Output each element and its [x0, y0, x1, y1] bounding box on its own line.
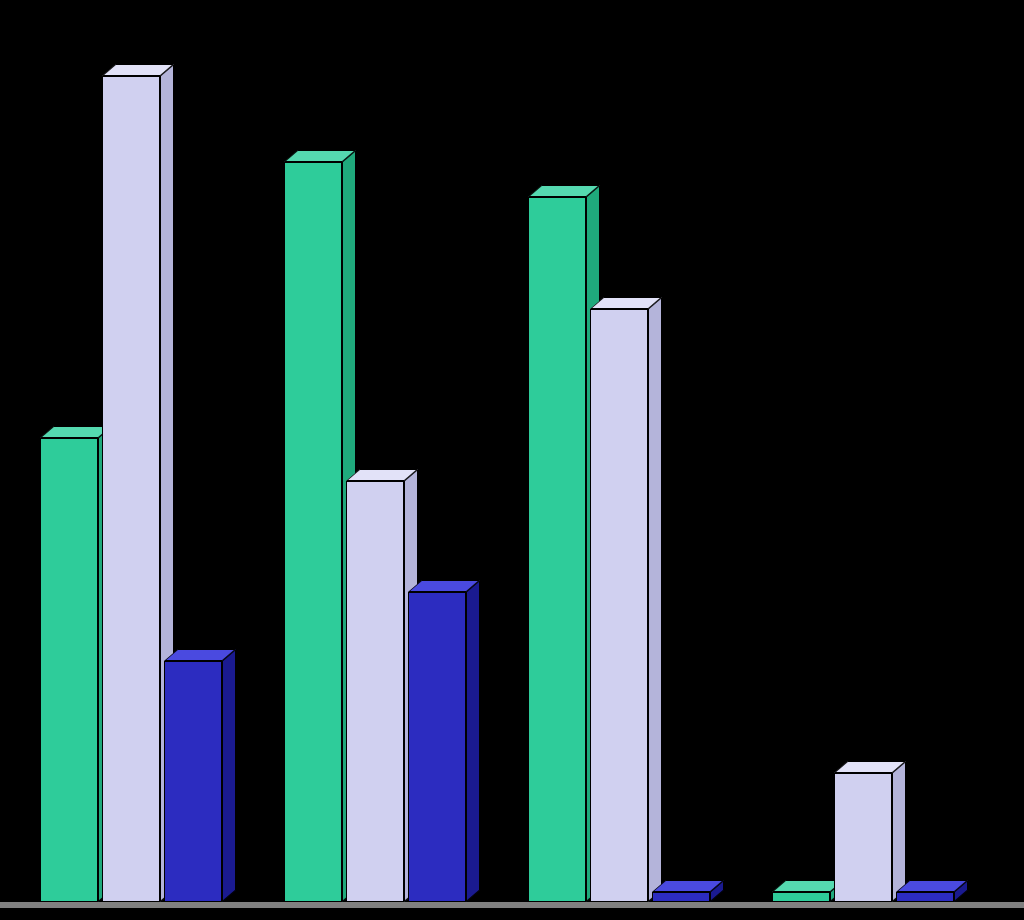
bar-g2-series-c	[408, 592, 480, 914]
bar-g1-series-c	[164, 661, 236, 914]
bar-chart	[0, 0, 1024, 920]
bar-g3-series-c	[652, 892, 724, 914]
bar-g3-series-b	[590, 309, 662, 914]
bar-g4-series-c	[896, 892, 968, 914]
